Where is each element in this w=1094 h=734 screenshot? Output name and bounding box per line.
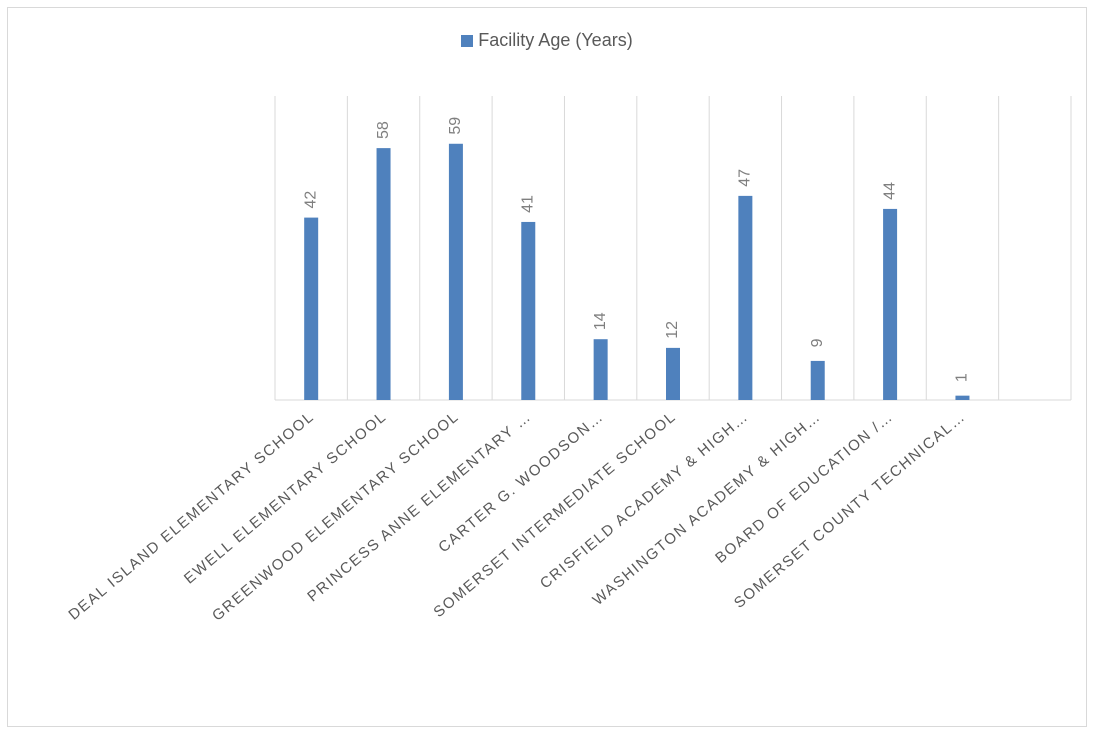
data-label: 47 bbox=[737, 169, 754, 187]
bar bbox=[593, 339, 608, 400]
chart-frame bbox=[7, 7, 1087, 727]
data-label: 14 bbox=[592, 312, 609, 330]
data-label: 59 bbox=[447, 117, 464, 135]
data-label: 12 bbox=[664, 321, 681, 339]
bar bbox=[955, 395, 970, 400]
data-label: 9 bbox=[809, 338, 826, 347]
legend-swatch bbox=[461, 35, 474, 47]
data-label: 1 bbox=[954, 373, 971, 382]
data-label: 41 bbox=[519, 195, 536, 213]
data-label: 44 bbox=[881, 182, 898, 200]
x-tick-label: DEAL ISLAND ELEMENTARY SCHOOL bbox=[65, 408, 317, 624]
x-tick-label: GREENWOOD ELEMENTARY SCHOOL bbox=[209, 408, 462, 625]
bar bbox=[521, 221, 536, 400]
bar bbox=[304, 217, 319, 400]
bar bbox=[376, 148, 391, 400]
legend: Facility Age (Years) bbox=[0, 30, 1094, 51]
data-label: 42 bbox=[302, 191, 319, 209]
bar bbox=[738, 195, 753, 400]
bar bbox=[810, 360, 825, 400]
bar bbox=[448, 143, 463, 400]
bar bbox=[666, 347, 680, 400]
bar bbox=[883, 208, 898, 400]
x-tick-label: SOMERSET INTERMEDIATE SCHOOL bbox=[430, 408, 679, 621]
data-label: 58 bbox=[375, 121, 392, 139]
legend-label: Facility Age (Years) bbox=[478, 30, 633, 50]
